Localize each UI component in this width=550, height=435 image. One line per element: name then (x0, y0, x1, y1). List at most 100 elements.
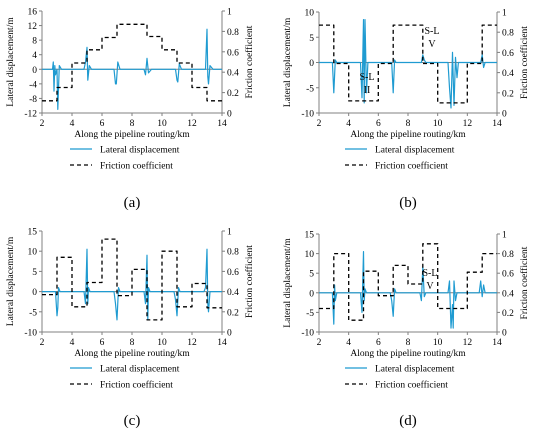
y2-tick-label: 0.4 (227, 69, 239, 79)
y2-tick-label: 0.8 (227, 248, 239, 258)
y-tick-label: 10 (305, 9, 315, 19)
annotation-label: V (428, 39, 436, 50)
y-tick-label: -10 (301, 329, 314, 339)
y2-tick-label: 0.2 (502, 89, 514, 99)
annotation-label: S-L (425, 26, 440, 37)
x-tick-label: 10 (433, 338, 443, 348)
y2-tick-label: 0.6 (502, 270, 514, 280)
y-tick-label: -4 (29, 80, 37, 90)
y2-tick-label: 1 (502, 9, 507, 19)
panel-a: 2 4 6 8 10 12 14 -12 -8 -4 0 4 8 12 16 0 0.2 0.4 0.6 0.8 1 La… (0, 0, 275, 217)
y-tick-label: 12 (28, 22, 38, 32)
lateral-displacement-line (319, 250, 497, 329)
y2-tick-label: 0 (227, 329, 232, 339)
y2-tick-label: 0.6 (227, 268, 239, 278)
y2-axis-title: Friction coefficient (519, 26, 530, 99)
x-tick-label: 2 (317, 338, 322, 348)
y2-tick-label: 1 (227, 8, 232, 18)
friction-coefficient-line (319, 243, 497, 321)
annotation-label: II (364, 85, 371, 96)
y2-axis-title: Friction coefficient (244, 25, 255, 98)
annotation-label: S-L (423, 268, 438, 279)
y2-axis-title: Friction coefficient (244, 245, 255, 318)
legend-label-displacement: Lateral displacement (100, 365, 180, 375)
panel-c: 2 4 6 8 10 12 14 -10 -5 0 5 10 15 0 0.2 0.4 0.6 0.8 1 Later… (0, 218, 275, 435)
y-tick-label: 0 (309, 289, 314, 299)
y2-tick-label: 0.8 (502, 250, 514, 260)
y-tick-label: 15 (28, 228, 38, 238)
y-tick-label: -10 (301, 110, 314, 120)
x-tick-label: 14 (492, 119, 502, 129)
y2-tick-label: 0 (227, 110, 232, 120)
lateral-displacement-line (42, 248, 222, 321)
chart-svg: 2 4 6 8 10 12 14 -10 -5 0 5 10 0 0.2 0.4 0.6 0.8 1 Lateral… (283, 9, 530, 212)
x-tick-label: 12 (463, 119, 473, 129)
y-tick-label: -8 (29, 95, 37, 105)
panel-label: (b) (399, 195, 417, 211)
y-tick-label: 0 (32, 66, 37, 76)
y2-tick-label: 0 (502, 329, 507, 339)
x-tick-label: 6 (376, 338, 381, 348)
y2-tick-label: 1 (502, 231, 507, 241)
y-tick-label: -10 (24, 329, 37, 339)
legend-label-friction: Friction coefficient (100, 380, 173, 391)
lateral-displacement-line (319, 19, 497, 109)
x-tick-label: 14 (217, 338, 227, 348)
y2-tick-label: 0.4 (227, 288, 239, 298)
y2-tick-label: 0.8 (502, 29, 514, 39)
x-axis-title: Along the pipeline routing/km (350, 130, 466, 140)
y2-tick-label: 1 (227, 228, 232, 238)
y2-tick-label: 0.4 (502, 69, 514, 79)
y-axis-title: Lateral displacement/m (6, 236, 16, 326)
chart-svg: 2 4 6 8 10 12 14 -10 -5 0 5 10 15 0 0.2 0.4 0.6 0.8 1 Later… (283, 231, 530, 430)
x-tick-label: 12 (463, 338, 473, 348)
x-tick-label: 10 (157, 119, 167, 129)
legend-label-displacement: Lateral displacement (375, 365, 455, 375)
x-tick-label: 2 (317, 119, 322, 129)
y2-tick-label: 0.4 (502, 289, 514, 299)
x-tick-label: 8 (130, 119, 135, 129)
panel-label: (a) (124, 195, 141, 211)
y2-tick-label: 0.8 (227, 28, 239, 38)
legend-label-displacement: Lateral displacement (100, 146, 180, 156)
y-tick-label: 5 (309, 270, 314, 280)
x-tick-label: 10 (157, 338, 167, 348)
y2-tick-label: 0.6 (227, 48, 239, 58)
x-tick-label: 2 (40, 119, 45, 129)
y-tick-label: 10 (28, 248, 38, 258)
y-tick-label: 15 (305, 231, 315, 241)
x-tick-label: 14 (492, 338, 502, 348)
friction-coefficient-line (319, 24, 497, 104)
x-tick-label: 4 (70, 119, 75, 129)
legend-label-displacement: Lateral displacement (375, 146, 455, 156)
legend-label-friction: Friction coefficient (375, 380, 448, 391)
y-tick-label: 0 (32, 288, 37, 298)
chart-svg: 2 4 6 8 10 12 14 -10 -5 0 5 10 15 0 0.2 0.4 0.6 0.8 1 Later… (6, 228, 255, 430)
y2-tick-label: 0.2 (502, 309, 514, 319)
friction-coefficient-line (42, 238, 222, 321)
y2-tick-label: 0 (502, 110, 507, 120)
y-tick-label: 5 (32, 268, 37, 278)
panel-b: 2 4 6 8 10 12 14 -10 -5 0 5 10 0 0.2 0.4 0.6 0.8 1 Lateral… (275, 0, 550, 217)
panel-d: 2 4 6 8 10 12 14 -10 -5 0 5 10 15 0 0.2 0.4 0.6 0.8 1 Later… (275, 218, 550, 435)
x-tick-label: 8 (130, 338, 135, 348)
chart-svg: 2 4 6 8 10 12 14 -12 -8 -4 0 4 8 12 16 0 0.2 0.4 0.6 0.8 1 La… (6, 8, 255, 212)
y2-axis-title: Friction coefficient (519, 246, 530, 319)
x-tick-label: 14 (217, 119, 227, 129)
y2-tick-label: 0.2 (227, 89, 239, 99)
legend-label-friction: Friction coefficient (375, 161, 448, 172)
y2-tick-label: 0.2 (227, 308, 239, 318)
friction-coefficient-line (42, 23, 222, 102)
x-tick-label: 8 (406, 338, 411, 348)
lateral-displacement-line (42, 28, 222, 111)
y-tick-label: 5 (309, 34, 314, 44)
x-tick-label: 6 (100, 119, 105, 129)
y-tick-label: 4 (32, 51, 37, 61)
x-tick-label: 10 (433, 119, 443, 129)
y-tick-label: -5 (306, 84, 314, 94)
x-tick-label: 4 (346, 338, 351, 348)
x-tick-label: 4 (70, 338, 75, 348)
x-axis-title: Along the pipeline routing/km (74, 349, 190, 359)
panel-label: (c) (124, 413, 141, 429)
